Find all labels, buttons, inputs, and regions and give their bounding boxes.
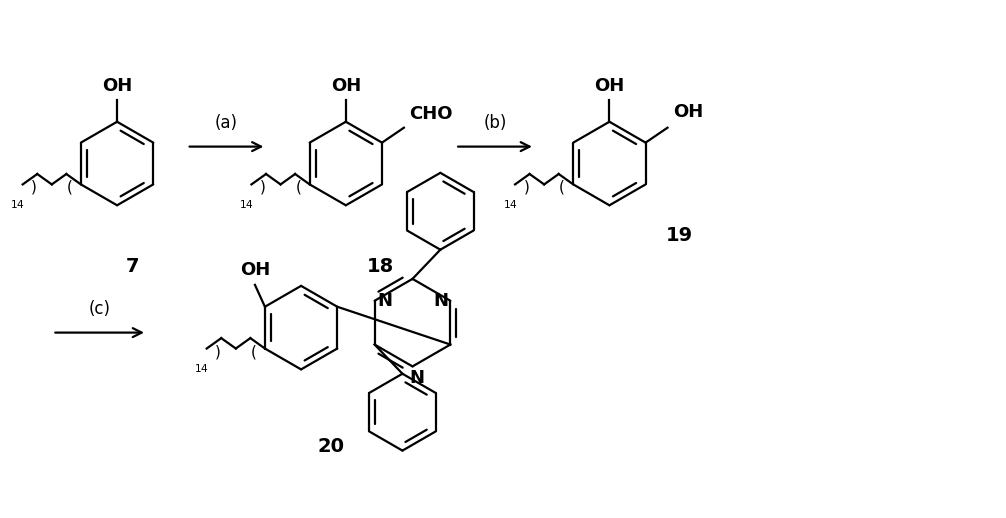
Text: ): )	[523, 180, 529, 195]
Text: (b): (b)	[483, 113, 507, 132]
Text: 7: 7	[126, 257, 139, 277]
Text: OH: OH	[239, 261, 270, 279]
Text: ): )	[215, 344, 221, 359]
Text: (c): (c)	[89, 300, 111, 318]
Text: N: N	[409, 369, 424, 387]
Text: (: (	[66, 180, 72, 195]
Text: $_{14}$: $_{14}$	[10, 196, 25, 211]
Text: OH: OH	[673, 103, 704, 121]
Text: OH: OH	[595, 77, 625, 95]
Text: 18: 18	[367, 257, 394, 277]
Text: (: (	[559, 180, 564, 195]
Text: OH: OH	[102, 77, 132, 95]
Text: OH: OH	[331, 77, 361, 95]
Text: $_{14}$: $_{14}$	[239, 196, 255, 211]
Text: ): )	[31, 180, 37, 195]
Text: CHO: CHO	[408, 105, 453, 123]
Text: $_{14}$: $_{14}$	[503, 196, 518, 211]
Text: (: (	[250, 344, 257, 359]
Text: ): )	[260, 180, 266, 195]
Text: N: N	[377, 292, 392, 310]
Text: N: N	[433, 292, 448, 310]
Text: (a): (a)	[215, 113, 238, 132]
Text: 20: 20	[318, 438, 344, 456]
Text: 19: 19	[666, 226, 692, 244]
Text: $_{14}$: $_{14}$	[194, 361, 209, 376]
Text: (: (	[296, 180, 301, 195]
